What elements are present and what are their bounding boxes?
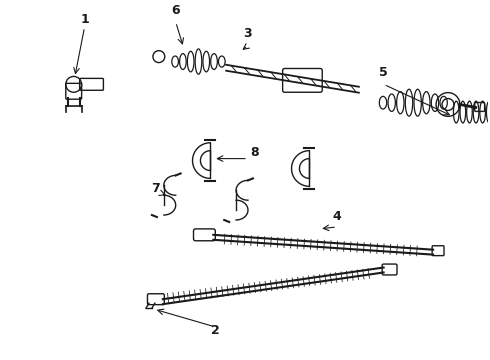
Text: 1: 1 — [80, 13, 89, 27]
Text: 7: 7 — [151, 182, 160, 195]
Text: 5: 5 — [379, 66, 388, 80]
Text: 8: 8 — [250, 146, 259, 159]
Text: 3: 3 — [244, 27, 252, 40]
Text: 6: 6 — [172, 4, 180, 17]
Text: 4: 4 — [333, 210, 342, 223]
Text: 2: 2 — [211, 324, 220, 337]
